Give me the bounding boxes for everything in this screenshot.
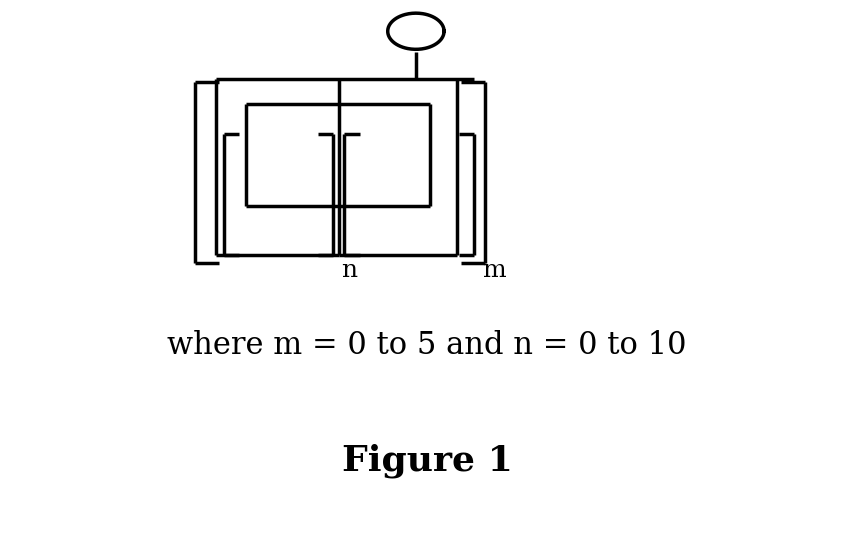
Text: where m = 0 to 5 and n = 0 to 10: where m = 0 to 5 and n = 0 to 10 [167, 330, 686, 361]
Text: n: n [341, 259, 357, 282]
Text: m: m [482, 259, 506, 282]
Text: Figure 1: Figure 1 [341, 443, 512, 477]
